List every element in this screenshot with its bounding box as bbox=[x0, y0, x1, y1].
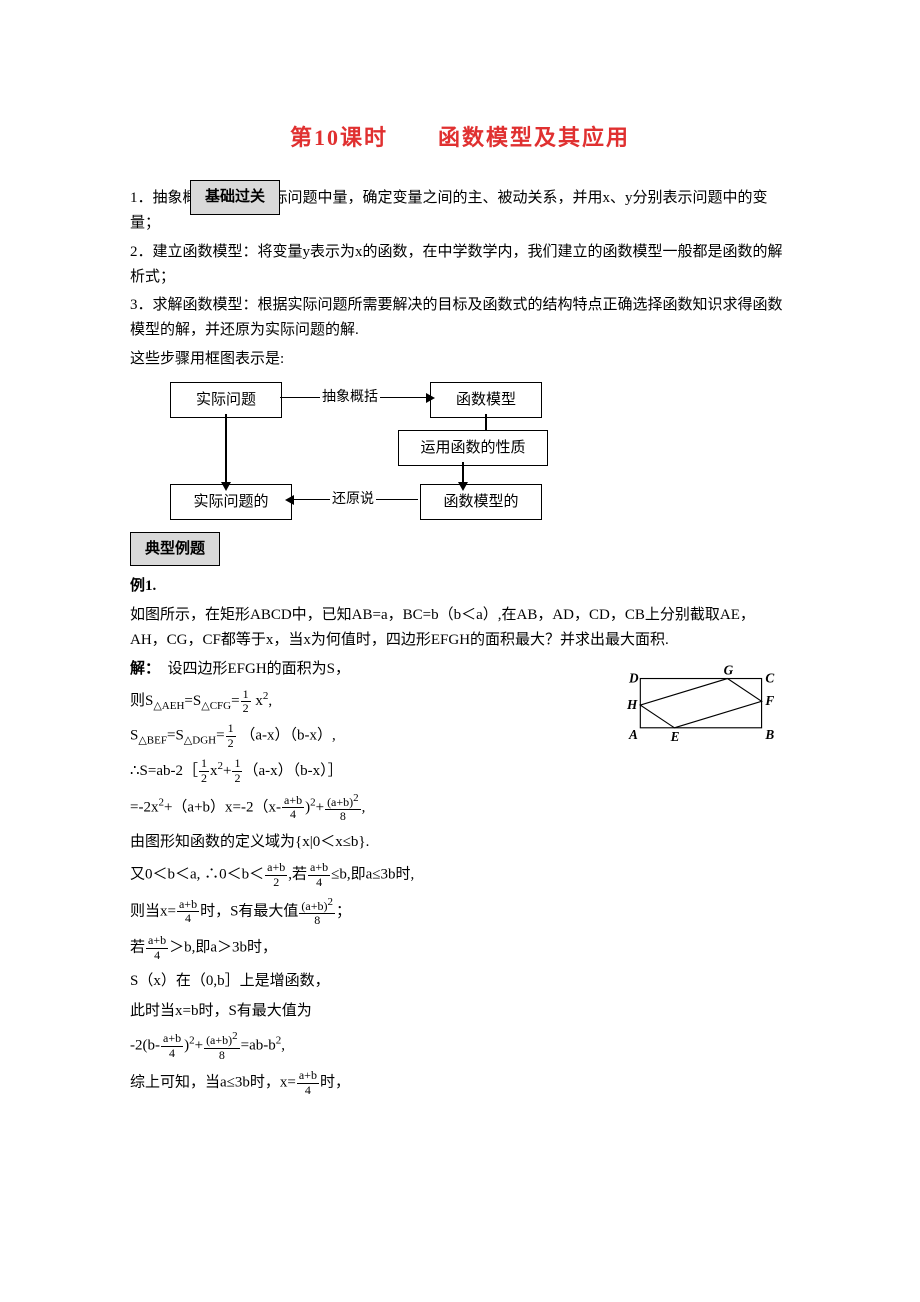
eq-5: 由图形知函数的定义域为{x|0＜x≤b}. bbox=[130, 830, 790, 855]
svg-text:E: E bbox=[670, 729, 680, 744]
svg-text:F: F bbox=[764, 693, 774, 708]
flow-arrow-label: 抽象概括 bbox=[320, 386, 380, 409]
eq-8: 若a+b4＞b,即a＞3b时， bbox=[130, 934, 790, 963]
badge-examples: 典型例题 bbox=[130, 532, 220, 567]
badge-basics: 基础过关 bbox=[190, 180, 280, 215]
flow-arrow-label: 还原说 bbox=[330, 488, 376, 511]
page-title: 第10课时 函数模型及其应用 bbox=[130, 120, 790, 156]
sol-0: 设四边形EFGH的面积为S， bbox=[168, 661, 351, 677]
eq-7: 则当x=a+b4时，S有最大值(a+b)28； bbox=[130, 896, 790, 929]
svg-text:H: H bbox=[626, 696, 638, 711]
eq-10: 此时当x=b时，S有最大值为 bbox=[130, 999, 790, 1024]
para-2: 2．建立函数模型：将变量y表示为x的函数，在中学数学内，我们建立的函数模型一般都… bbox=[130, 240, 790, 290]
flow-node-n4: 实际问题的 bbox=[170, 484, 292, 521]
para-3: 3．求解函数模型：根据实际问题所需要解决的目标及函数式的结构特点正确选择函数知识… bbox=[130, 293, 790, 343]
example-label: 例1. bbox=[130, 574, 790, 599]
flow-node-n3: 运用函数的性质 bbox=[398, 430, 548, 467]
svg-text:A: A bbox=[628, 727, 638, 742]
flowchart: 实际问题函数模型运用函数的性质实际问题的函数模型的抽象概括还原说 bbox=[130, 376, 790, 524]
eq-4: =-2x2+（a+b）x=-2（x-a+b4)2+(a+b)28, bbox=[130, 792, 790, 825]
sol-label: 解： bbox=[130, 661, 160, 677]
flow-node-n5: 函数模型的 bbox=[420, 484, 542, 521]
eq-6: 又0＜b＜a, ∴0＜b＜a+b2,若a+b4≤b,即a≤3b时, bbox=[130, 861, 790, 890]
eq-12: 综上可知，当a≤3b时，x=a+b4时， bbox=[130, 1069, 790, 1098]
eq-9: S（x）在（0,b］上是增函数， bbox=[130, 969, 790, 994]
para-1: 基础过关 1．抽象概括：研究实际问题中量，确定变量之间的主、被动关系，并用x、y… bbox=[130, 186, 790, 236]
example-question: 如图所示，在矩形ABCD中，已知AB=a，BC=b（b＜a）,在AB，AD，CD… bbox=[130, 603, 790, 653]
title-part-a: 第10课时 bbox=[290, 125, 388, 150]
eq-3: ∴S=ab-2［12x2+12（a-x）（b-x）］ bbox=[130, 757, 790, 786]
svg-text:B: B bbox=[764, 727, 774, 742]
para-4: 这些步骤用框图表示是: bbox=[130, 347, 790, 372]
eq-11: -2(b-a+b4)2+(a+b)28=ab-b2, bbox=[130, 1030, 790, 1063]
solution-start: 解： 设四边形EFGH的面积为S， bbox=[130, 657, 790, 682]
title-part-b: 函数模型及其应用 bbox=[438, 125, 630, 150]
